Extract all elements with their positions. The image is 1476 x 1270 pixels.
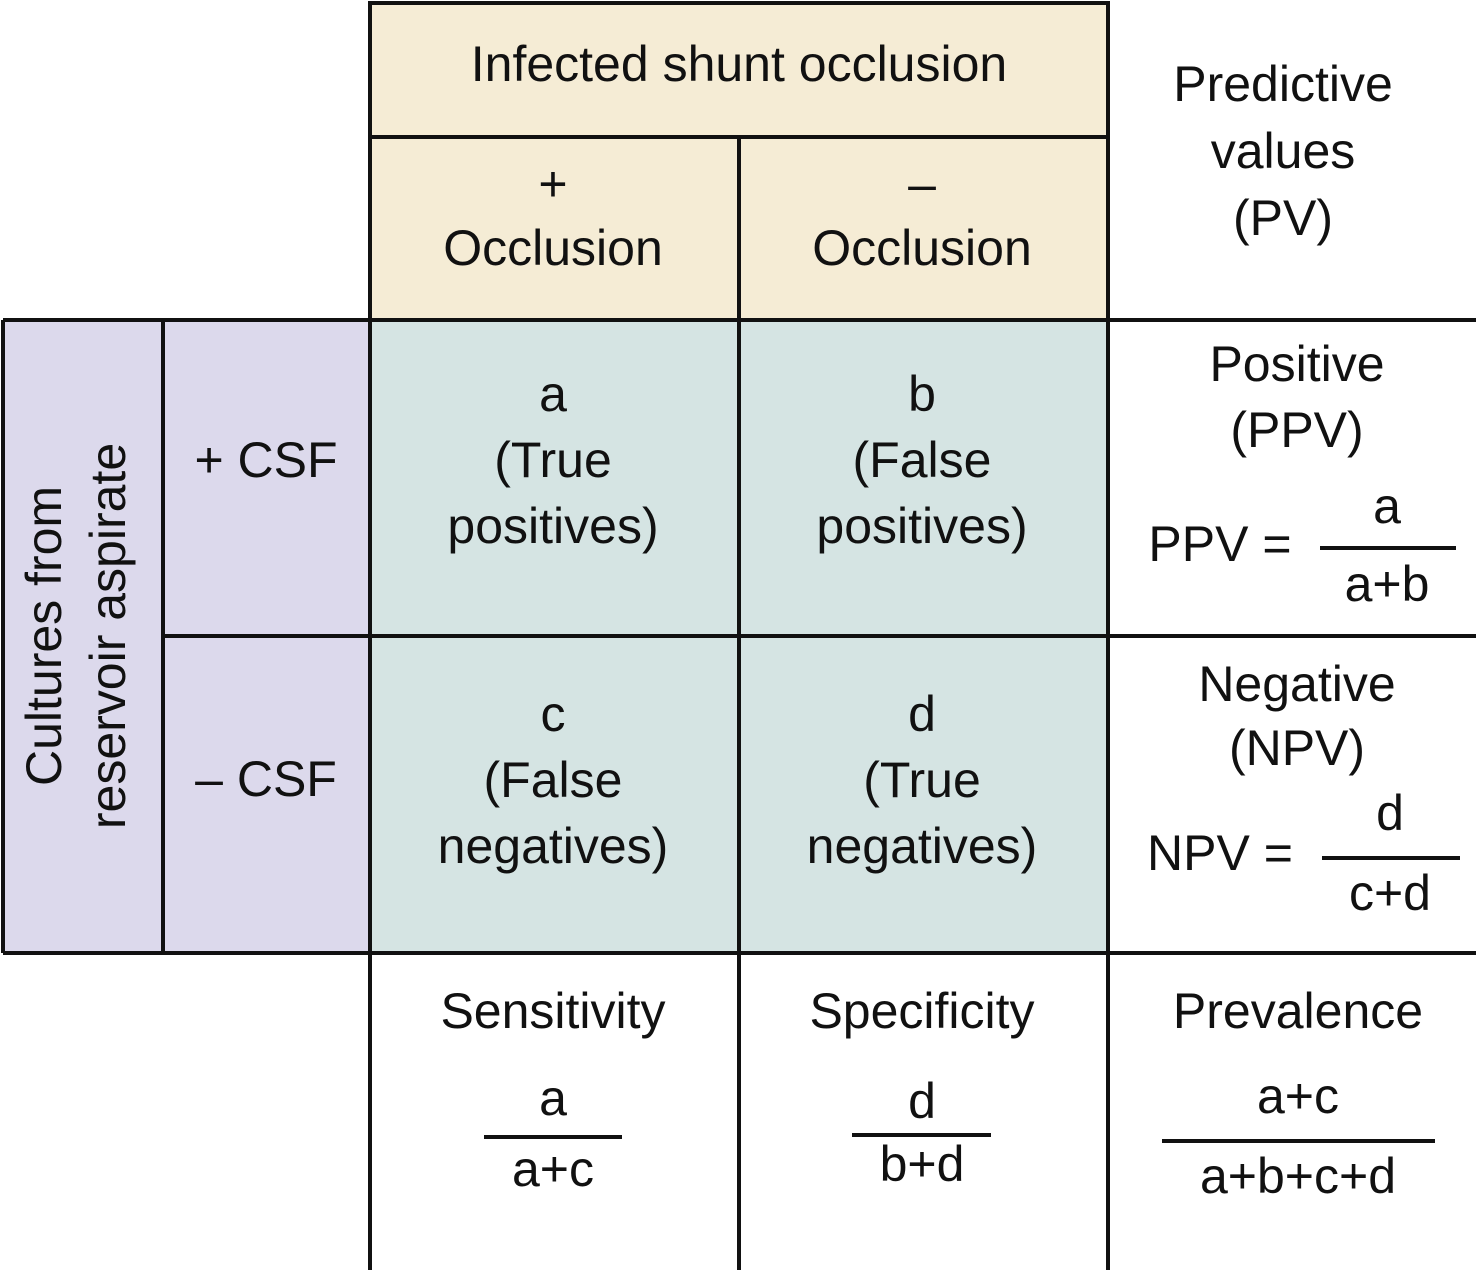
column-sign: + (538, 156, 567, 212)
cell-letter: c (541, 686, 566, 742)
column-label: Occlusion (812, 220, 1032, 276)
column-label: Occlusion (443, 220, 663, 276)
denominator: c+d (1349, 865, 1431, 921)
numerator: a (1373, 478, 1401, 534)
row-label: – CSF (195, 751, 337, 807)
numerator: a (539, 1070, 567, 1126)
cell-text: negatives) (438, 818, 669, 874)
row-group-label: reservoir aspirate (80, 443, 136, 829)
cell-letter: d (908, 686, 936, 742)
pv-header: values (1211, 123, 1356, 179)
cell-text: (False (484, 752, 623, 808)
numerator: a+c (1257, 1068, 1339, 1124)
footer-title: Sensitivity (440, 983, 665, 1039)
pv-title: Negative (1198, 656, 1395, 712)
denominator: b+d (880, 1136, 965, 1192)
pv-header: Predictive (1173, 56, 1393, 112)
cell-letter: b (908, 366, 936, 422)
numerator: d (1376, 785, 1404, 841)
cell-letter: a (539, 366, 567, 422)
formula-label: NPV = (1147, 825, 1293, 881)
numerator: d (908, 1073, 936, 1129)
cell-text: (False (853, 432, 992, 488)
pv-title: Positive (1209, 336, 1384, 392)
cell-text: (True (863, 752, 981, 808)
cell-text: (True (494, 432, 612, 488)
pv-title: (NPV) (1229, 720, 1365, 776)
cell-text: positives) (816, 498, 1027, 554)
denominator: a+c (512, 1141, 594, 1197)
cell-text: positives) (447, 498, 658, 554)
header-title: Infected shunt occlusion (471, 36, 1007, 92)
footer-title: Specificity (809, 983, 1034, 1039)
pv-title: (PPV) (1230, 402, 1363, 458)
cell-text: negatives) (807, 818, 1038, 874)
denominator: a+b+c+d (1200, 1148, 1396, 1204)
footer-title: Prevalence (1173, 983, 1423, 1039)
column-sign: – (908, 156, 936, 212)
denominator: a+b (1345, 556, 1430, 612)
row-label: + CSF (194, 432, 337, 488)
pv-header: (PV) (1233, 190, 1333, 246)
formula-label: PPV = (1148, 516, 1291, 572)
row-group-label: Cultures from (16, 486, 72, 786)
